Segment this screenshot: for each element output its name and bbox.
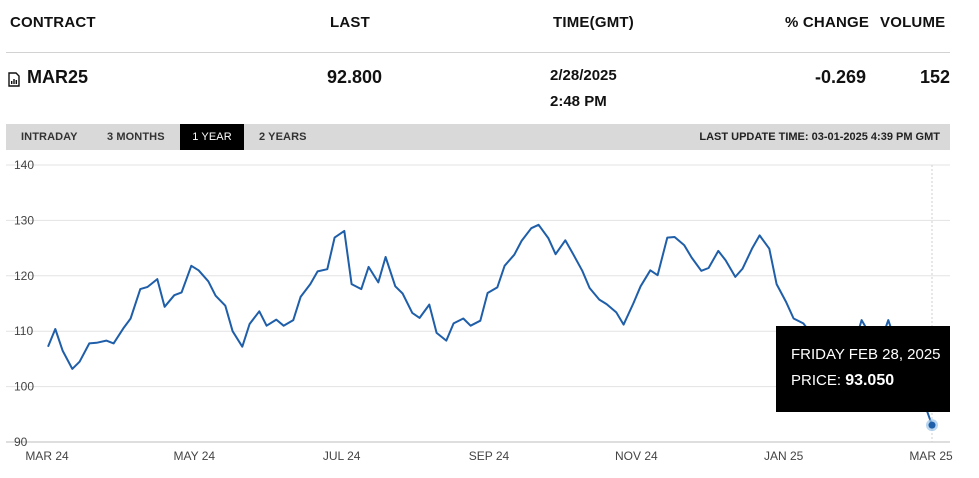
last-update-time: LAST UPDATE TIME: 03-01-2025 4:39 PM GMT	[699, 131, 940, 143]
series-line	[47, 223, 933, 426]
x-tick-label: NOV 24	[615, 449, 658, 463]
y-tick-label: 120	[14, 269, 34, 283]
y-tick-label: 130	[14, 213, 34, 227]
volume-value: 152	[920, 67, 951, 87]
y-tick-label: 110	[14, 324, 33, 338]
last-header: LAST	[330, 14, 370, 31]
last-price: 92.800	[327, 67, 383, 87]
hover-point	[928, 421, 936, 429]
contract-header: CONTRACT	[10, 14, 96, 31]
contract-name[interactable]: MAR25	[27, 67, 89, 87]
x-tick-label: JAN 25	[764, 449, 804, 463]
file-icon[interactable]	[8, 72, 20, 87]
tab-1-year[interactable]: 1 YEAR	[180, 124, 244, 150]
trade-time: 2:48 PM	[550, 93, 607, 110]
time-header: TIME(GMT)	[553, 14, 634, 31]
tab-intraday[interactable]: INTRADAY	[21, 131, 78, 143]
x-tick-label: MAR 24	[25, 449, 69, 463]
y-tick-label: 100	[14, 380, 34, 394]
x-tick-label: MAY 24	[174, 449, 216, 463]
tooltip-price-label: PRICE:	[791, 372, 846, 389]
x-tick-label: MAR 25	[909, 449, 953, 463]
x-tick-label: SEP 24	[469, 449, 510, 463]
range-toolbar: INTRADAY 3 MONTHS 1 YEAR 2 YEARS LAST UP…	[6, 124, 950, 150]
header-divider	[6, 52, 950, 53]
y-tick-label: 140	[14, 158, 34, 172]
tab-3-months[interactable]: 3 MONTHS	[107, 131, 165, 143]
change-header: % CHANGE	[785, 14, 870, 31]
volume-header: VOLUME	[880, 14, 946, 31]
tooltip-price: PRICE: 93.050	[791, 372, 894, 390]
percent-change: -0.269	[815, 67, 867, 87]
tooltip-price-value: 93.050	[845, 372, 895, 389]
x-tick-label: JUL 24	[323, 449, 361, 463]
price-tooltip: FRIDAY FEB 28, 2025 PRICE: 93.050	[776, 326, 950, 412]
trade-date: 2/28/2025	[550, 67, 617, 84]
y-tick-label: 90	[14, 435, 28, 449]
tab-2-years[interactable]: 2 YEARS	[259, 131, 307, 143]
tooltip-date: FRIDAY FEB 28, 2025	[791, 346, 941, 363]
